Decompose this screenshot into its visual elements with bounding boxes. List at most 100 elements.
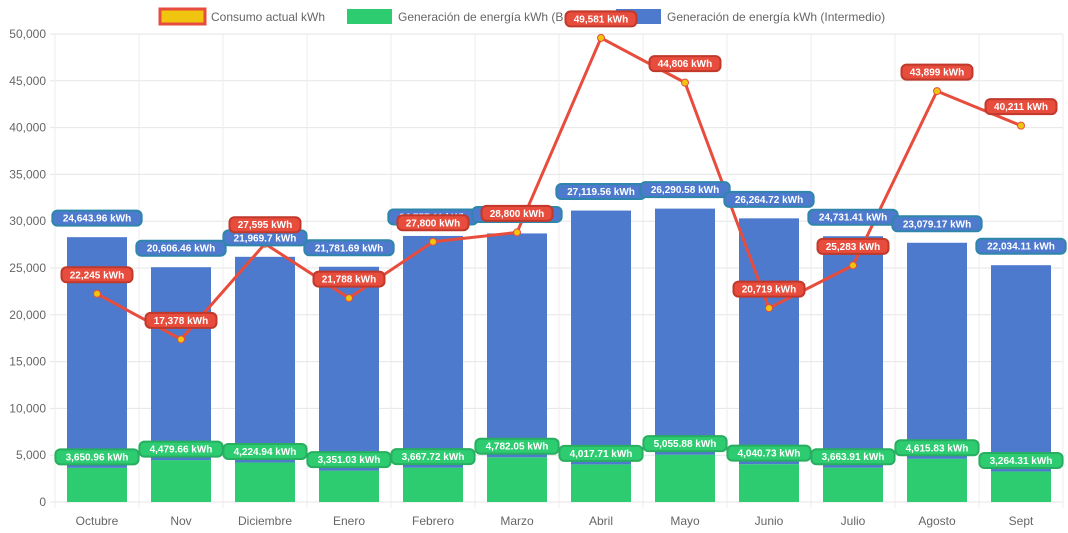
bar-generacion-intermedio[interactable] (235, 256, 295, 463)
consumo-point[interactable] (429, 237, 437, 246)
data-label-generacion-bajo-text: 3,650.96 kWh (66, 452, 129, 463)
data-label-generacion-intermedio-text: 22,034.11 kWh (987, 242, 1055, 253)
data-label-generacion-bajo: 4,615.83 kWh (894, 439, 980, 457)
data-label-consumo: 17,378 kWh (144, 311, 218, 329)
data-label-generacion-bajo-text: 3,663.91 kWh (822, 452, 885, 463)
bar-generacion-bajo[interactable] (319, 470, 379, 502)
bar-generacion-intermedio[interactable] (823, 236, 883, 468)
data-label-consumo-bg (480, 204, 554, 222)
data-label-generacion-bajo-text: 4,017.71 kWh (570, 449, 633, 460)
data-label-generacion-intermedio-bg (723, 190, 815, 208)
data-label-generacion-bajo: 4,782.05 kWh (474, 437, 560, 455)
y-tick-label: 40,000 (9, 121, 46, 135)
y-tick-label: 35,000 (9, 167, 46, 181)
data-labels: 3,650.96 kWh 24,643.96 kWh 4,479.66 kWh 20,… (51, 10, 1067, 469)
consumo-point[interactable] (345, 294, 353, 303)
data-label-generacion-bajo-text: 4,615.83 kWh (906, 443, 969, 454)
data-label-generacion-intermedio-bg (135, 239, 227, 257)
data-label-consumo-text: 17,378 kWh (154, 316, 208, 327)
bar-generacion-bajo[interactable] (571, 464, 631, 502)
bar-generacion-bajo[interactable] (151, 460, 211, 502)
data-label-generacion-bajo: 4,479.66 kWh (138, 440, 224, 458)
data-label-generacion-bajo: 3,264.31 kWh (978, 451, 1064, 469)
y-tick-label: 25,000 (9, 261, 46, 275)
data-label-consumo-bg (60, 266, 134, 284)
bar-generacion-intermedio[interactable] (907, 242, 967, 459)
data-label-generacion-bajo-bg (474, 437, 560, 455)
consumo-point[interactable] (513, 228, 521, 237)
bar-generacion-bajo[interactable] (991, 471, 1051, 502)
data-label-consumo-text: 27,800 kWh (406, 218, 460, 229)
consumo-point[interactable] (93, 289, 101, 298)
data-label-consumo-text: 27,595 kWh (238, 220, 292, 231)
x-tick-label: Octubre (76, 514, 119, 528)
y-tick-label: 10,000 (9, 401, 46, 415)
data-label-consumo-text: 44,806 kWh (658, 59, 712, 70)
bar-generacion-intermedio[interactable] (655, 208, 715, 455)
data-label-generacion-intermedio-bg (303, 239, 395, 257)
data-label-generacion-intermedio: 20,606.46 kWh (135, 239, 227, 257)
data-label-generacion-bajo: 3,650.96 kWh (54, 448, 140, 466)
bars (67, 208, 1051, 502)
x-tick-label: Junio (755, 514, 784, 528)
data-label-generacion-bajo-bg (894, 439, 980, 457)
x-tick-label: Marzo (500, 514, 534, 528)
consumo-point[interactable] (849, 261, 857, 270)
data-label-consumo-bg (732, 280, 806, 298)
x-tick-label: Sept (1009, 514, 1034, 528)
bar-generacion-bajo[interactable] (67, 467, 127, 502)
bar-generacion-intermedio[interactable] (991, 265, 1051, 472)
bar-generacion-intermedio[interactable] (739, 218, 799, 465)
data-label-generacion-intermedio-text: 24,731.41 kWh (819, 213, 887, 224)
data-label-consumo-text: 40,211 kWh (994, 102, 1048, 113)
legend-item-generacion-intermedio[interactable]: Generación de energía kWh (Intermedio) (616, 9, 885, 24)
legend-item-consumo[interactable]: Consumo actual kWh (158, 7, 325, 26)
consumo-point[interactable] (933, 87, 941, 96)
bar-generacion-bajo[interactable] (823, 467, 883, 502)
data-label-consumo-bg (816, 237, 890, 255)
data-label-generacion-intermedio-bg (51, 209, 143, 227)
bar-generacion-bajo[interactable] (487, 457, 547, 502)
data-label-generacion-bajo-bg (642, 435, 728, 453)
data-label-consumo-text: 28,800 kWh (490, 209, 544, 220)
legend-swatch-generacion-bajo (347, 9, 392, 24)
data-label-generacion-intermedio: 26,290.58 kWh (639, 181, 731, 199)
consumo-point[interactable] (177, 335, 185, 344)
x-tick-label: Mayo (670, 514, 700, 528)
bar-generacion-bajo[interactable] (655, 454, 715, 502)
consumo-point[interactable] (681, 78, 689, 87)
data-label-generacion-bajo-text: 4,224.94 kWh (234, 447, 297, 458)
y-tick-label: 20,000 (9, 308, 46, 322)
bar-generacion-bajo[interactable] (739, 464, 799, 502)
data-label-generacion-bajo-text: 3,667.72 kWh (402, 452, 465, 463)
bar-generacion-bajo[interactable] (403, 467, 463, 502)
legend: Consumo actual kWh Generación de energía… (158, 7, 885, 26)
consumo-point[interactable] (597, 33, 605, 42)
data-label-consumo-bg (564, 10, 638, 28)
data-label-generacion-bajo-text: 3,351.03 kWh (318, 455, 381, 466)
bar-generacion-intermedio[interactable] (487, 233, 547, 458)
data-label-generacion-intermedio-text: 27,119.56 kWh (567, 187, 635, 198)
consumo-point[interactable] (1017, 121, 1025, 130)
data-label-consumo: 27,800 kWh (396, 214, 470, 232)
x-tick-label: Febrero (412, 514, 454, 528)
data-label-generacion-bajo-bg (222, 442, 308, 460)
bar-generacion-intermedio[interactable] (571, 210, 631, 465)
data-label-consumo-bg (312, 270, 386, 288)
legend-item-generacion-bajo[interactable]: Generación de energía kWh (B (347, 9, 563, 24)
data-label-generacion-intermedio: 21,781.69 kWh (303, 239, 395, 257)
data-label-generacion-intermedio: 22,034.11 kWh (975, 237, 1067, 255)
consumo-point[interactable] (765, 304, 773, 313)
data-label-generacion-bajo-text: 3,264.31 kWh (990, 456, 1053, 467)
data-label-generacion-intermedio: 23,079.17 kWh (891, 215, 983, 233)
legend-label-generacion-intermedio: Generación de energía kWh (Intermedio) (667, 10, 885, 24)
bar-generacion-intermedio[interactable] (403, 235, 463, 468)
axes: 0 5,000 10,000 15,000 20,000 25,000 30,000 35,0… (9, 27, 1034, 528)
data-label-generacion-intermedio-text: 24,643.96 kWh (63, 214, 131, 225)
data-label-generacion-intermedio-text: 26,264.72 kWh (735, 195, 803, 206)
bar-generacion-bajo[interactable] (907, 458, 967, 502)
bar-generacion-intermedio[interactable] (151, 267, 211, 461)
bar-generacion-bajo[interactable] (235, 462, 295, 502)
legend-label-generacion-bajo: Generación de energía kWh (B (398, 10, 563, 24)
